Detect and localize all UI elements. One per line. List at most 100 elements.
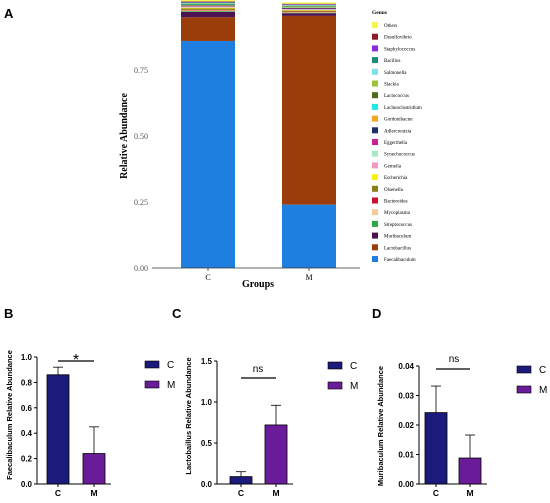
bar-c-gordonibacter bbox=[181, 5, 235, 6]
legend-label-bacillus: Bacillus bbox=[384, 59, 400, 64]
b-ytick-0-0: 0.0 bbox=[21, 480, 33, 489]
bar-m-mycoplasma bbox=[282, 12, 336, 13]
legend-swatch-lactobacillus bbox=[372, 244, 378, 251]
b-legend-swatch-m bbox=[144, 380, 160, 389]
legend-label-salmonella: Salmonella bbox=[384, 71, 407, 76]
bar-c-escherichia bbox=[181, 7, 235, 9]
legend-label-eggerthella: Eggerthella bbox=[384, 141, 408, 146]
c-legend-swatch-m bbox=[327, 381, 343, 390]
legend-label-staphylococcus: Staphylococcus bbox=[384, 47, 415, 52]
bar-m-faecalibaculum bbox=[282, 204, 336, 268]
c-ytick-0-5: 0.5 bbox=[201, 439, 213, 448]
bar-c-adlercreutzia bbox=[181, 5, 235, 7]
c-ytick-1-0: 1.0 bbox=[201, 398, 213, 407]
b-bar-m bbox=[82, 453, 106, 485]
legend-swatch-muribaculum bbox=[372, 232, 378, 239]
bar-m-desulfovibrio bbox=[282, 3, 336, 5]
b-ytick-0-6: 0.6 bbox=[21, 404, 33, 413]
bar-m-eggerthella bbox=[282, 8, 336, 10]
panel-a-xtick-c: C bbox=[205, 273, 210, 282]
legend-label-others: Others bbox=[384, 24, 397, 29]
bar-m-muribaculum bbox=[282, 13, 336, 16]
legend-swatch-lachnoclostridium bbox=[372, 103, 378, 110]
legend-label-muribaculum: Muribaculum bbox=[384, 235, 411, 240]
d-ytick-0-04: 0.04 bbox=[398, 362, 414, 371]
panel-a-xtick-m: M bbox=[305, 273, 312, 282]
bar-m-others bbox=[282, 2, 336, 4]
legend-swatch-eggerthella bbox=[372, 139, 378, 145]
b-legend-label-m: M bbox=[167, 380, 175, 391]
b-bar-c bbox=[46, 374, 70, 485]
bar-m-slackia bbox=[282, 5, 336, 7]
panel-a-ytick-0-50: 0.50 bbox=[134, 132, 148, 141]
legend-swatch-bacillus bbox=[372, 57, 378, 64]
bar-c-salmonella bbox=[181, 2, 235, 4]
b-ytick-0-8: 0.8 bbox=[21, 378, 33, 387]
legend-swatch-staphylococcus bbox=[372, 45, 378, 52]
panel-b-significance: * bbox=[73, 352, 79, 369]
legend-swatch-gordonibacter bbox=[372, 115, 378, 122]
panel-letter-a: A bbox=[4, 6, 14, 21]
panel-a-legend-title: Genus bbox=[372, 10, 387, 16]
d-legend-label-m: M bbox=[539, 385, 547, 396]
bar-c-others bbox=[181, 0, 235, 2]
bar-m-bacillus bbox=[282, 4, 336, 6]
panel-d-bar-chart: Muribaculum Relative Abundance 0.00 0.01 0… bbox=[376, 354, 547, 498]
legend-label-slackia: Slackia bbox=[384, 83, 399, 88]
legend-label-bacteroides: Bacteroides bbox=[384, 200, 408, 205]
b-xtick-c: C bbox=[55, 488, 61, 498]
d-xtick-m: M bbox=[466, 488, 473, 498]
panel-a-ytick-0-75: 0.75 bbox=[134, 66, 148, 75]
panel-a-ylabel: Relative Abundance bbox=[119, 93, 130, 179]
c-xtick-m: M bbox=[272, 488, 279, 498]
legend-swatch-desulfovibrio bbox=[372, 33, 378, 40]
legend-swatch-escherichia bbox=[372, 174, 378, 181]
bar-c-olsenella bbox=[181, 8, 235, 10]
legend-swatch-adlercreutzia bbox=[372, 127, 378, 134]
bar-m-olsenella bbox=[282, 10, 336, 12]
legend-swatch-faecalibaculum bbox=[372, 256, 378, 262]
bar-m-gordonibacter bbox=[282, 7, 336, 8]
bar-c-bacillus bbox=[181, 2, 235, 3]
panel-b-bar-chart: Faecalibaculum Relative Abundance 0.0 0.2… bbox=[5, 350, 175, 498]
b-ytick-1-0: 1.0 bbox=[21, 353, 33, 362]
legend-label-lactobacillus: Lactobacillus bbox=[384, 246, 411, 251]
legend-label-gordonibacter: Gordonibacter bbox=[384, 118, 413, 123]
bar-m-adlercreutzia bbox=[282, 7, 336, 9]
bar-m-lactobacillus bbox=[282, 15, 336, 205]
bar-m-staphylococcus bbox=[282, 4, 336, 5]
d-bar-m bbox=[458, 457, 482, 485]
b-legend-label-c: C bbox=[167, 360, 174, 371]
legend-swatch-others bbox=[372, 22, 378, 28]
c-legend-swatch-c bbox=[327, 361, 343, 370]
legend-swatch-mycoplasma bbox=[372, 209, 378, 216]
panel-c-bar-chart: Lactobaillus Relative Abundance 0.0 0.5 1.… bbox=[184, 357, 358, 498]
c-ytick-1-5: 1.5 bbox=[201, 357, 213, 366]
legend-label-synechococcus: Synechococcus bbox=[384, 153, 415, 158]
bar-c-staphylococcus bbox=[181, 1, 235, 3]
b-ytick-0-2: 0.2 bbox=[21, 455, 33, 464]
bar-c-gemella bbox=[181, 7, 235, 8]
bar-m-salmonella bbox=[282, 5, 336, 6]
legend-label-gemella: Gemella bbox=[384, 164, 402, 169]
d-legend-label-c: C bbox=[539, 365, 546, 376]
bar-m-escherichia bbox=[282, 10, 336, 11]
panel-a-ytick-0-00: 0.00 bbox=[134, 264, 148, 273]
bar-c-lachnoclostridium bbox=[181, 4, 235, 6]
bar-c-faecalibaculum bbox=[181, 40, 235, 269]
b-legend-swatch-c bbox=[144, 360, 160, 369]
bar-m-lachnoclostridium bbox=[282, 6, 336, 8]
panel-b-ylabel: Faecalibaculum Relative Abundance bbox=[5, 350, 14, 480]
bar-c-synechococcus bbox=[181, 6, 235, 8]
legend-label-lactococcus: Lactococcus bbox=[384, 94, 409, 99]
legend-swatch-streptococcus bbox=[372, 220, 378, 227]
c-legend-label-m: M bbox=[350, 381, 358, 392]
d-xtick-c: C bbox=[433, 488, 439, 498]
bar-c-desulfovibrio bbox=[181, 1, 235, 2]
panel-c-significance: ns bbox=[253, 364, 264, 375]
legend-label-lachnoclostridium: Lachnoclostridium bbox=[384, 106, 422, 111]
panel-letter-c: C bbox=[172, 306, 182, 321]
c-xtick-c: C bbox=[238, 488, 244, 498]
legend-label-olsenella: Olsenella bbox=[384, 188, 404, 193]
d-ytick-0-03: 0.03 bbox=[398, 392, 414, 401]
